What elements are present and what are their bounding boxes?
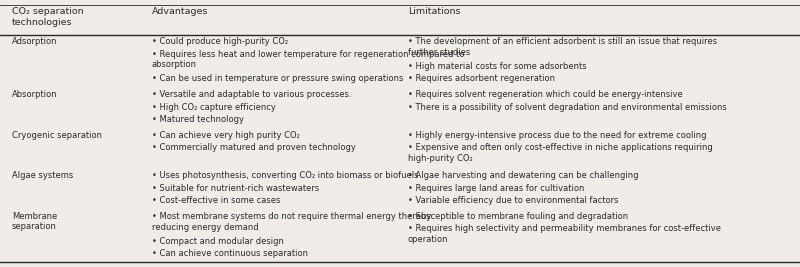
Text: • Can achieve continuous separation: • Can achieve continuous separation [152,249,308,258]
Text: • High material costs for some adsorbents: • High material costs for some adsorbent… [408,62,586,71]
Text: • Most membrane systems do not require thermal energy thereby
reducing energy de: • Most membrane systems do not require t… [152,212,431,232]
Text: • Variable efficiency due to environmental factors: • Variable efficiency due to environment… [408,196,618,205]
Text: • Versatile and adaptable to various processes.: • Versatile and adaptable to various pro… [152,90,351,99]
Text: • Can be used in temperature or pressure swing operations: • Can be used in temperature or pressure… [152,74,403,83]
Text: • Highly energy-intensive process due to the need for extreme cooling: • Highly energy-intensive process due to… [408,131,706,140]
Text: • Algae harvesting and dewatering can be challenging: • Algae harvesting and dewatering can be… [408,171,638,180]
Text: Membrane
separation: Membrane separation [12,212,58,231]
Text: Absorption: Absorption [12,90,58,99]
Text: Advantages: Advantages [152,7,208,17]
Text: • Compact and modular design: • Compact and modular design [152,237,284,246]
Text: • There is a possibility of solvent degradation and environmental emissions: • There is a possibility of solvent degr… [408,103,726,112]
Text: CO₂ separation
technologies: CO₂ separation technologies [12,7,84,27]
Text: • Can achieve very high purity CO₂: • Can achieve very high purity CO₂ [152,131,300,140]
Text: • Requires solvent regeneration which could be energy-intensive: • Requires solvent regeneration which co… [408,90,682,99]
Text: • Requires large land areas for cultivation: • Requires large land areas for cultivat… [408,184,584,193]
Text: • Requires high selectivity and permeability membranes for cost-effective
operat: • Requires high selectivity and permeabi… [408,224,721,244]
Text: • Could produce high-purity CO₂: • Could produce high-purity CO₂ [152,37,288,46]
Text: • Commercially matured and proven technology: • Commercially matured and proven techno… [152,143,356,152]
Text: • Cost-effective in some cases: • Cost-effective in some cases [152,196,280,205]
Text: • Expensive and often only cost-effective in niche applications requiring
high-p: • Expensive and often only cost-effectiv… [408,143,713,163]
Text: Limitations: Limitations [408,7,461,17]
Text: • Requires less heat and lower temperature for regeneration compared to
absorpti: • Requires less heat and lower temperatu… [152,50,465,69]
Text: Adsorption: Adsorption [12,37,58,46]
Text: • High CO₂ capture efficiency: • High CO₂ capture efficiency [152,103,276,112]
Text: • The development of an efficient adsorbent is still an issue that requires
furt: • The development of an efficient adsorb… [408,37,717,57]
Text: • Uses photosynthesis, converting CO₂ into biomass or biofuels: • Uses photosynthesis, converting CO₂ in… [152,171,418,180]
Text: Algae systems: Algae systems [12,171,74,180]
Text: • Matured technology: • Matured technology [152,115,244,124]
Text: • Suitable for nutrient-rich wastewaters: • Suitable for nutrient-rich wastewaters [152,184,319,193]
Text: • Requires adsorbent regeneration: • Requires adsorbent regeneration [408,74,555,83]
Text: • Susceptible to membrane fouling and degradation: • Susceptible to membrane fouling and de… [408,212,628,221]
Text: Cryogenic separation: Cryogenic separation [12,131,102,140]
